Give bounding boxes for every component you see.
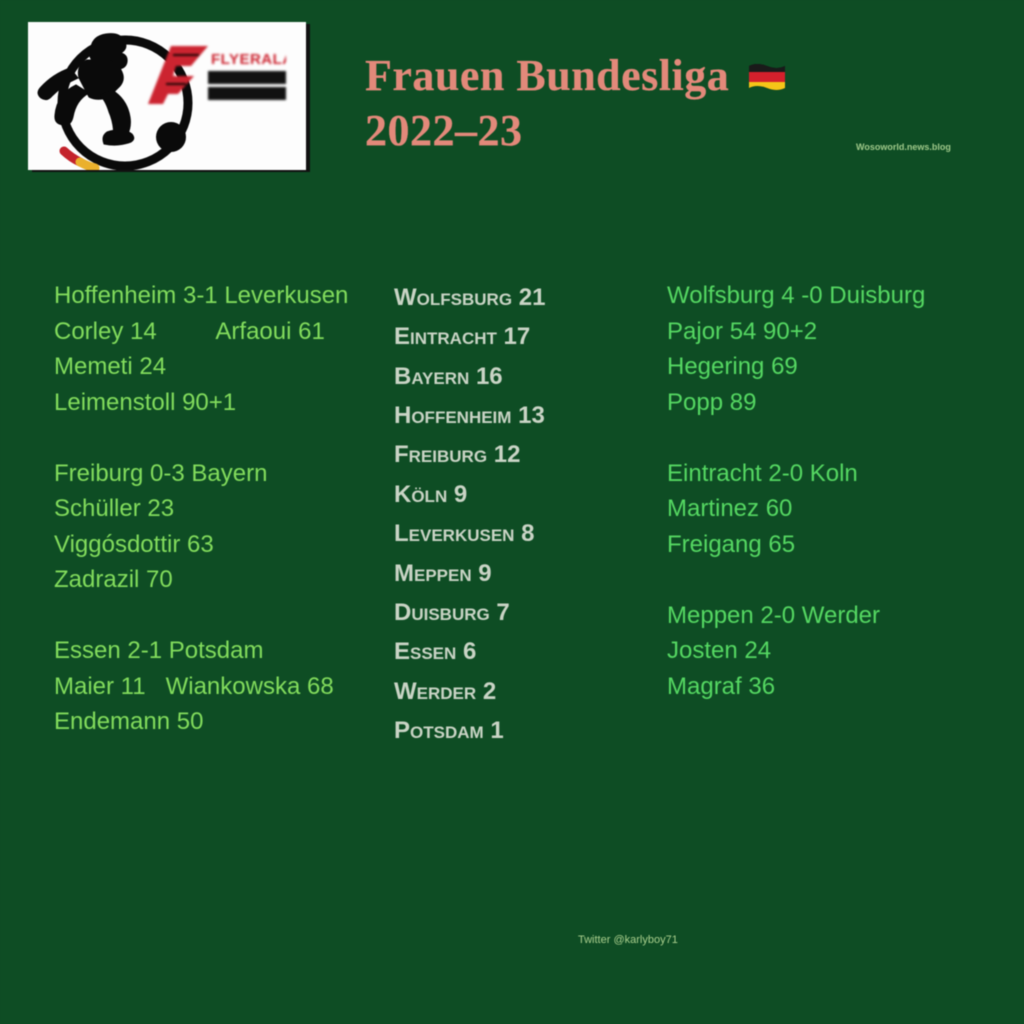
svg-text:FLYERALARM: FLYERALARM bbox=[211, 51, 286, 68]
